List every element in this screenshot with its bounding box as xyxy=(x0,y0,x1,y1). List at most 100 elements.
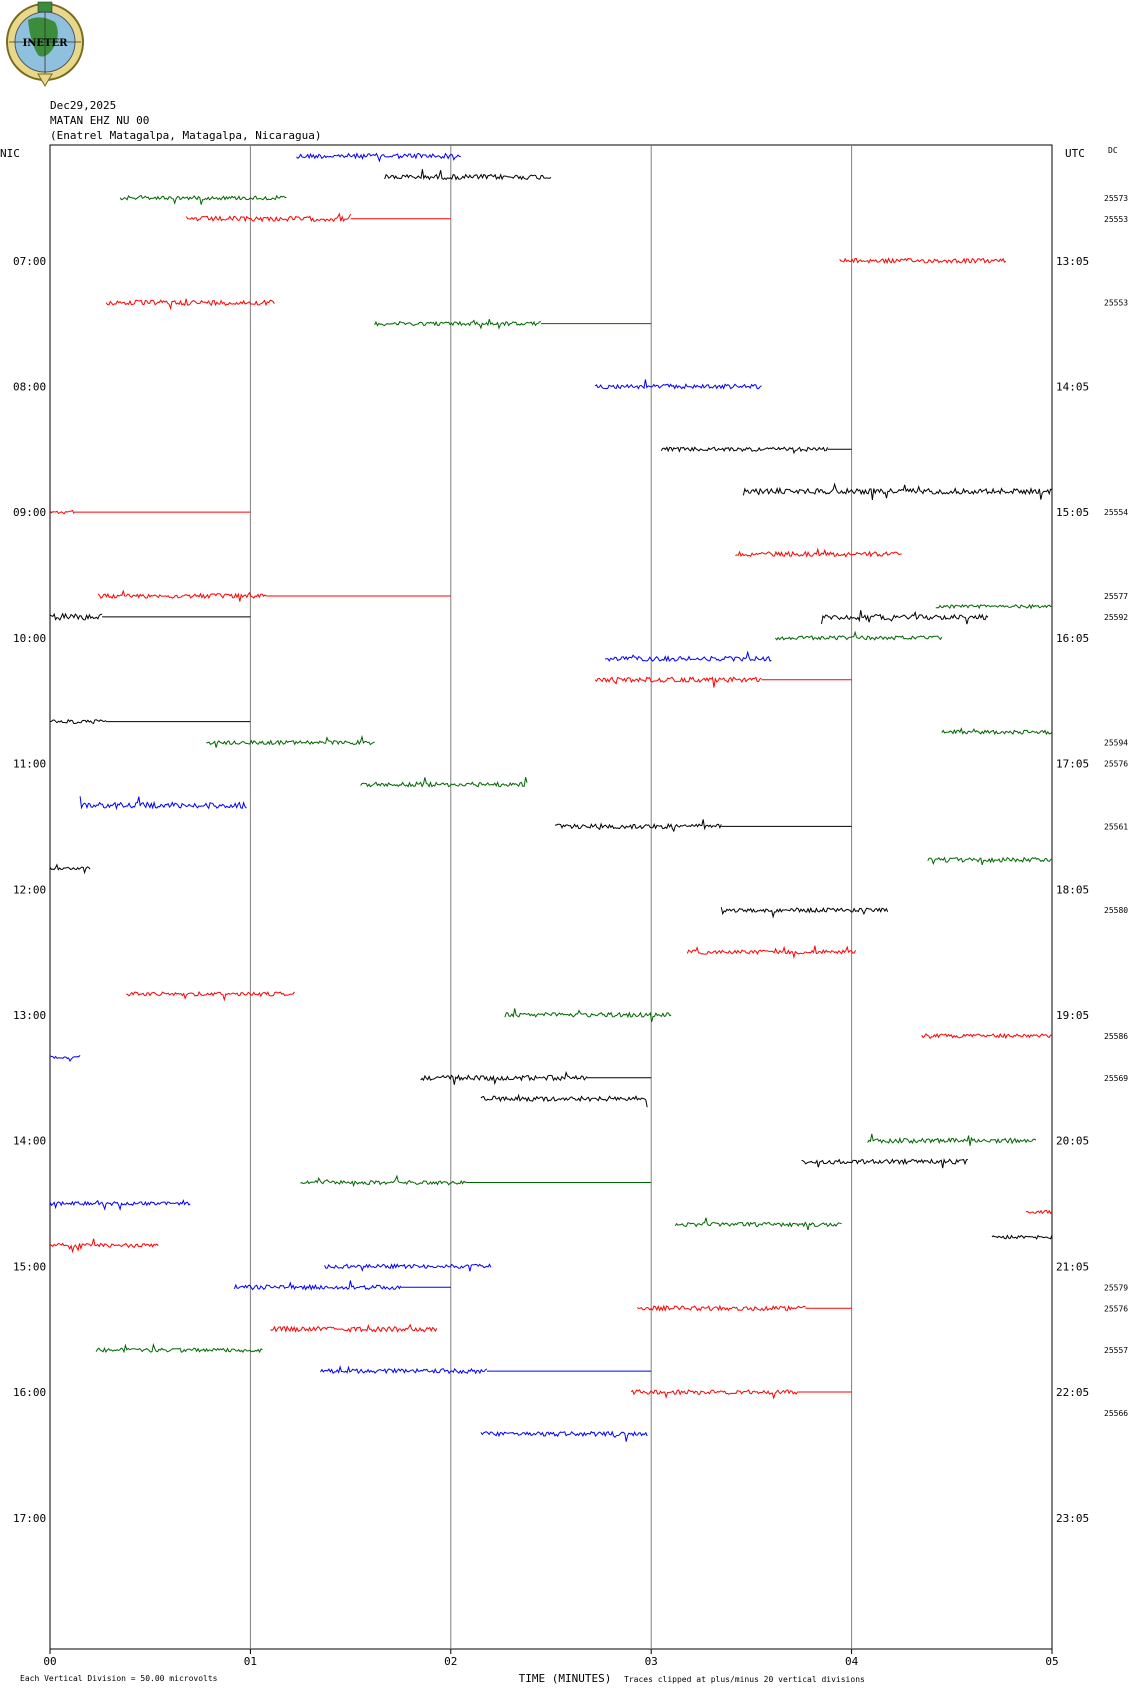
seismic-trace xyxy=(867,1133,1037,1146)
seismic-trace xyxy=(604,650,772,663)
label-layer: 00 01 02 03 04 05 NIC UTC DC 07:00 08:00 09:00 10:00… xyxy=(0,146,1128,1685)
seismic-trace xyxy=(660,446,829,455)
utc-hour-label: 13:05 xyxy=(1056,255,1089,268)
utc-hour-label: 18:05 xyxy=(1056,883,1089,896)
nic-hour-label: 16:00 xyxy=(13,1386,46,1399)
nic-hour-label: 08:00 xyxy=(13,380,46,393)
seismic-trace xyxy=(927,856,1053,866)
dc-value-label: 25553 xyxy=(1104,299,1128,308)
seismic-trace xyxy=(735,547,902,558)
seismic-trace xyxy=(49,1238,159,1254)
utc-hour-label: 15:05 xyxy=(1056,506,1089,519)
dc-label: DC xyxy=(1108,146,1118,155)
seismic-trace xyxy=(125,991,295,1002)
nic-hour-label: 14:00 xyxy=(13,1135,46,1148)
seismic-trace xyxy=(300,1174,467,1188)
seismic-trace xyxy=(105,298,275,311)
seismic-trace xyxy=(79,796,247,811)
dc-value-label: 25554 xyxy=(1104,508,1128,517)
seismic-trace xyxy=(720,906,889,919)
nic-hour-label: 11:00 xyxy=(13,758,46,771)
seismic-trace xyxy=(49,863,91,875)
seismic-trace xyxy=(1025,1209,1053,1215)
x-tick-label: 05 xyxy=(1045,1655,1058,1668)
nic-hour-label: 09:00 xyxy=(13,506,46,519)
seismic-trace xyxy=(206,734,375,748)
seismic-trace xyxy=(49,1199,191,1211)
nic-hour-label: 15:00 xyxy=(13,1260,46,1273)
seismic-trace xyxy=(384,169,552,181)
seismic-trace xyxy=(935,603,1053,610)
dc-value-label: 25586 xyxy=(1104,1032,1128,1041)
dc-value-label: 25577 xyxy=(1104,592,1128,601)
dc-value-label: 25579 xyxy=(1104,1283,1128,1292)
seismic-trace xyxy=(270,1323,438,1334)
x-tick-label: 02 xyxy=(444,1655,457,1668)
seismic-trace xyxy=(95,1342,263,1354)
trace-layer xyxy=(49,152,1053,1442)
seismic-trace xyxy=(774,630,943,641)
seismic-trace xyxy=(97,589,267,602)
utc-hour-label: 23:05 xyxy=(1056,1512,1089,1525)
seismic-trace xyxy=(594,379,762,390)
seismic-trace xyxy=(296,152,461,163)
x-axis-title: TIME (MINUTES) xyxy=(519,1672,612,1685)
seismic-trace xyxy=(674,1217,842,1231)
seismic-trace xyxy=(119,194,287,205)
nic-hour-label: 07:00 xyxy=(13,255,46,268)
seismic-trace xyxy=(941,727,1053,736)
date-label: Dec29,2025 xyxy=(50,99,117,112)
seismic-trace xyxy=(480,1430,648,1442)
utc-hour-label: 19:05 xyxy=(1056,1009,1089,1022)
ineter-logo: INETER xyxy=(0,0,92,90)
seismic-trace xyxy=(742,482,1053,500)
seismic-trace xyxy=(636,1304,806,1313)
nic-hour-label: 13:00 xyxy=(13,1009,46,1022)
utc-hour-label: 22:05 xyxy=(1056,1386,1089,1399)
utc-hour-label: 17:05 xyxy=(1056,758,1089,771)
seismic-trace xyxy=(49,718,107,725)
dc-value-label: 25594 xyxy=(1104,739,1128,748)
x-tick-label: 01 xyxy=(244,1655,257,1668)
seismic-trace xyxy=(324,1263,492,1272)
dc-value-label: 25557 xyxy=(1104,1346,1128,1355)
dc-value-label: 25576 xyxy=(1104,760,1128,769)
utc-hour-label: 16:05 xyxy=(1056,632,1089,645)
seismic-trace xyxy=(630,1389,798,1400)
vertical-division-note: Each Vertical Division = 50.00 microvolt… xyxy=(20,1674,218,1683)
seismic-trace xyxy=(233,1280,402,1291)
x-tick-label: 03 xyxy=(645,1655,658,1668)
dc-value-label: 25553 xyxy=(1104,215,1128,224)
nic-hour-label: 10:00 xyxy=(13,632,46,645)
clipping-note: Traces clipped at plus/minus 20 vertical… xyxy=(624,1675,865,1684)
station-code: MATAN EHZ NU 00 xyxy=(50,114,150,127)
dc-value-label: 25576 xyxy=(1104,1304,1128,1313)
seismic-trace xyxy=(921,1032,1053,1040)
dc-value-label: 25580 xyxy=(1104,906,1128,915)
seismic-trace xyxy=(801,1157,968,1169)
dc-value-label: 25592 xyxy=(1104,613,1128,622)
utc-hour-label: 20:05 xyxy=(1056,1135,1089,1148)
x-tick-label: 04 xyxy=(845,1655,859,1668)
x-tick-label: 00 xyxy=(43,1655,56,1668)
seismic-trace xyxy=(320,1365,488,1375)
seismic-trace xyxy=(360,777,528,788)
seismic-trace xyxy=(49,509,75,515)
seismic-trace xyxy=(594,676,762,688)
seismic-trace xyxy=(49,1054,81,1063)
dc-value-label: 25566 xyxy=(1104,1409,1128,1418)
seismic-trace xyxy=(420,1070,588,1086)
nic-hour-label: 12:00 xyxy=(13,883,46,896)
seismic-trace xyxy=(554,819,722,833)
right-axis-title: UTC xyxy=(1065,147,1085,160)
dc-value-label: 25561 xyxy=(1104,822,1128,831)
seismic-trace xyxy=(480,1093,648,1108)
seismic-trace xyxy=(49,612,103,621)
utc-hour-label: 21:05 xyxy=(1056,1260,1089,1273)
seismic-trace xyxy=(185,212,352,223)
globe-icon: INETER xyxy=(6,1,84,87)
seismic-trace xyxy=(374,318,542,330)
station-name: (Enatrel Matagalpa, Matagalpa, Nicaragua… xyxy=(50,129,322,142)
utc-hour-label: 14:05 xyxy=(1056,380,1089,393)
